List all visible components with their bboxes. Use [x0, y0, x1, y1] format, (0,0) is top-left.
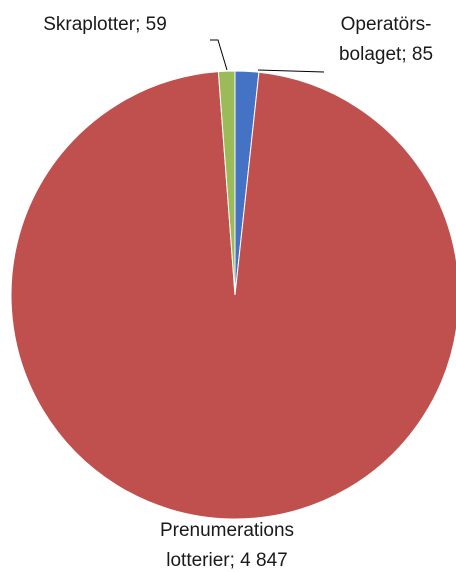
data-label: Skraplotter; 59 — [43, 14, 167, 35]
pie-slice-skraplotter — [217, 70, 236, 296]
pie-slices — [10, 70, 456, 520]
data-label: Prenumerations lotterier; 4 847 — [160, 520, 294, 571]
pie-slice-prenumerations-lotterier — [10, 71, 456, 520]
leader-lines — [210, 39, 325, 73]
leader-line — [257, 69, 325, 73]
data-labels: Operatörs-bolaget; 85 Prenumerations lotte… — [43, 14, 433, 571]
leader-line — [210, 39, 228, 71]
data-label: Operatörs-bolaget; 85 — [339, 14, 433, 65]
